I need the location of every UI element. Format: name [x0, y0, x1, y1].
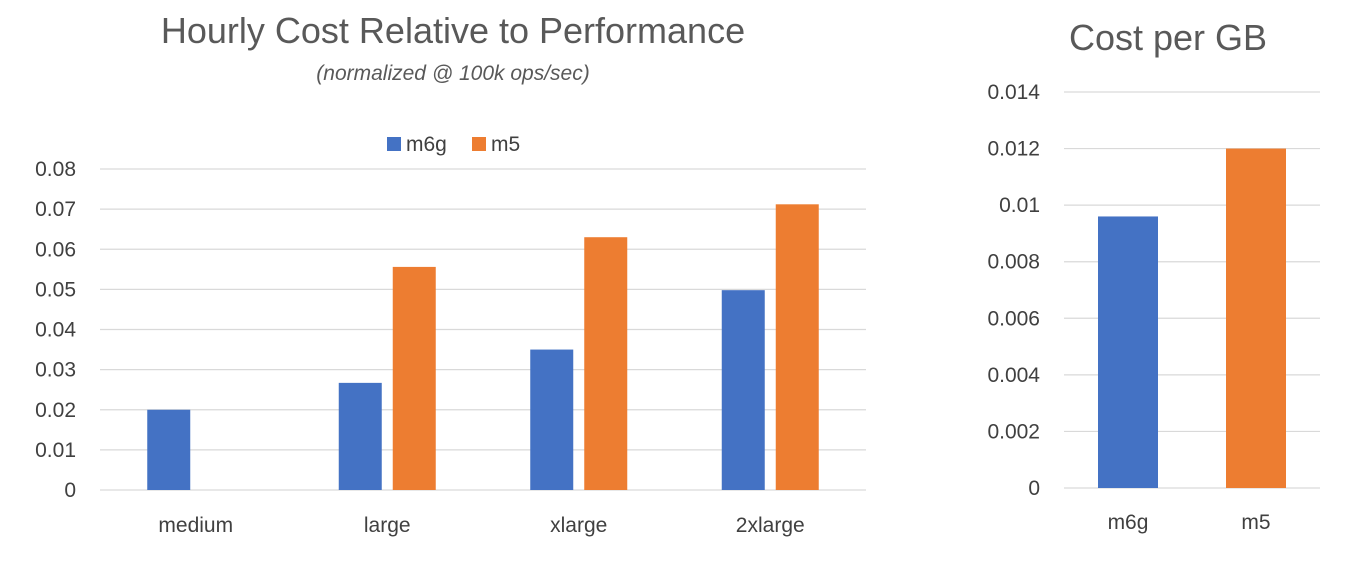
bar-m6g-xlarge: [530, 349, 574, 490]
chart-1-y-tick-label: 0: [64, 479, 76, 502]
chart-2-x-tick-label: m5: [1241, 511, 1270, 534]
chart-1-x-tick-label: large: [364, 514, 411, 537]
chart-2-title: Cost per GB: [1069, 17, 1267, 58]
chart-1-x-tick-label: 2xlarge: [736, 514, 805, 537]
bar-m5-large: [392, 266, 436, 490]
chart-1-y-tick-label: 0.04: [35, 319, 76, 342]
chart-2-y-tick-label: 0: [1028, 477, 1040, 500]
legend-swatch-m6g: [387, 137, 401, 151]
bar-m6g-large: [338, 382, 382, 490]
chart-1-y-tick-label: 0.08: [35, 158, 76, 181]
chart-1-subtitle: (normalized @ 100k ops/sec): [316, 62, 589, 85]
chart-2-y-tick-label: 0.002: [987, 420, 1040, 443]
chart-1-y-tick-label: 0.02: [35, 399, 76, 422]
chart-1-y-tick-label: 0.03: [35, 359, 76, 382]
chart-2-y-tick-label: 0.004: [987, 364, 1040, 387]
legend-swatch-m5: [472, 137, 486, 151]
chart-2-y-tick-label: 0.006: [987, 307, 1040, 330]
chart-1-y-tick-label: 0.07: [35, 198, 76, 221]
chart-1-gridlines: [100, 168, 866, 491]
chart-1-y-tick-label: 0.01: [35, 439, 76, 462]
chart-2-y-tick-label: 0.012: [987, 138, 1040, 161]
chart-2-y-axis: 0 0.002 0.004 0.006 0.008 0.01 0.012 0.014: [987, 81, 1040, 500]
chart-1-legend: m6g m5: [387, 133, 520, 156]
legend-label-m6g: m6g: [406, 133, 447, 156]
chart-1-bars: [147, 204, 819, 490]
bar-m5-xlarge: [584, 237, 628, 490]
chart-2-x-tick-label: m6g: [1108, 511, 1149, 534]
bar-cost-per-gb-m6g: [1098, 216, 1158, 488]
legend-label-m5: m5: [491, 133, 520, 156]
chart-1-x-axis: medium large xlarge 2xlarge: [158, 514, 804, 537]
bar-m6g-2xlarge: [721, 290, 765, 490]
bar-cost-per-gb-m5: [1226, 148, 1286, 489]
chart-1-y-tick-label: 0.06: [35, 238, 76, 261]
chart-2-y-tick-label: 0.01: [999, 194, 1040, 217]
bar-m6g-medium: [147, 409, 191, 490]
chart-2-bars: [1098, 148, 1286, 489]
chart-2-y-tick-label: 0.014: [987, 81, 1040, 104]
chart-2-x-axis: m6g m5: [1108, 511, 1271, 534]
chart-1-x-tick-label: xlarge: [550, 514, 607, 537]
chart-1-title: Hourly Cost Relative to Performance: [161, 10, 745, 51]
bar-m5-2xlarge: [775, 204, 819, 490]
chart-1-y-tick-label: 0.05: [35, 278, 76, 301]
chart-1-x-tick-label: medium: [158, 514, 233, 537]
chart-2-y-tick-label: 0.008: [987, 251, 1040, 274]
chart-1-y-axis: 0 0.01 0.02 0.03 0.04 0.05 0.06 0.07 0.08: [35, 158, 76, 502]
